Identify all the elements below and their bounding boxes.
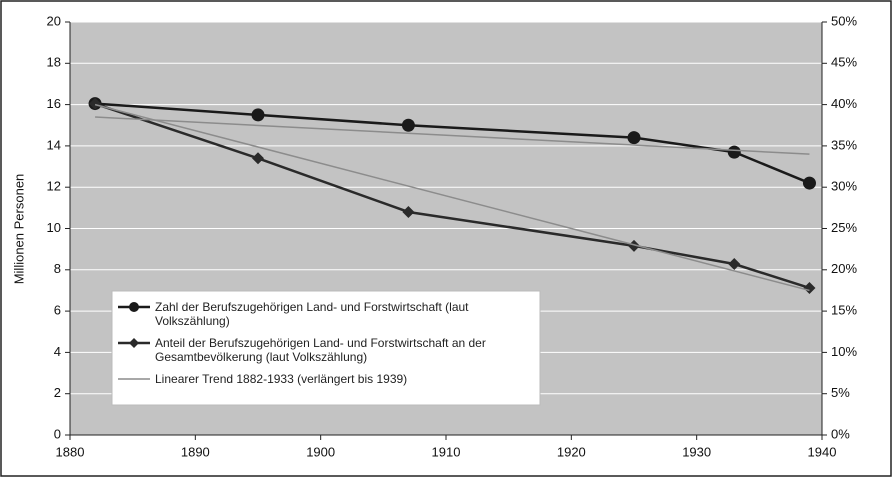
y2-tick-label: 5% xyxy=(831,385,850,400)
marker xyxy=(628,239,640,252)
marker xyxy=(728,258,741,271)
y2-tick-label: 30% xyxy=(831,179,857,194)
y-tick-label: 6 xyxy=(54,303,61,318)
marker xyxy=(402,205,415,218)
marker xyxy=(251,108,265,122)
y-tick-label: 20 xyxy=(47,13,61,28)
y2-tick-label: 35% xyxy=(831,137,857,152)
legend-marker xyxy=(129,338,139,348)
legend-label: Zahl der Berufszugehörigen Land- und For… xyxy=(155,300,469,328)
y2-tick-label: 25% xyxy=(831,220,857,235)
y-tick-label: 0 xyxy=(54,426,61,441)
y2-tick-label: 0% xyxy=(831,426,850,441)
legend-label: Anteil der Berufszugehörigen Land- und F… xyxy=(155,336,486,364)
y-tick-label: 2 xyxy=(54,385,61,400)
x-tick-label: 1930 xyxy=(682,444,711,459)
y-tick-label: 8 xyxy=(54,261,61,276)
marker xyxy=(401,118,415,132)
x-tick-label: 1910 xyxy=(432,444,461,459)
marker xyxy=(803,281,816,294)
y-tick-label: 4 xyxy=(54,344,61,359)
y-tick-label: 14 xyxy=(47,137,61,152)
y2-tick-label: 20% xyxy=(831,261,857,276)
series-line xyxy=(94,102,810,185)
marker xyxy=(89,97,102,110)
legend-marker xyxy=(129,302,139,312)
marker xyxy=(627,131,641,145)
y2-tick-label: 10% xyxy=(831,344,857,359)
legend-label: Linearer Trend 1882-1933 (verlängert bis… xyxy=(155,372,408,386)
y2-tick-label: 50% xyxy=(831,13,857,28)
y2-tick-label: 40% xyxy=(831,96,857,111)
legend-box xyxy=(111,290,541,406)
series-line xyxy=(94,103,810,292)
y-tick-label: 18 xyxy=(47,55,61,70)
marker xyxy=(802,176,816,190)
y-axis-label: Millionen Personen xyxy=(11,174,26,285)
y-tick-label: 12 xyxy=(47,179,61,194)
y-tick-label: 16 xyxy=(47,96,61,111)
x-tick-label: 1900 xyxy=(306,444,335,459)
y2-tick-label: 15% xyxy=(831,303,857,318)
x-tick-label: 1940 xyxy=(808,444,837,459)
x-tick-label: 1920 xyxy=(557,444,586,459)
x-tick-label: 1890 xyxy=(181,444,210,459)
marker xyxy=(252,152,264,165)
y-tick-label: 10 xyxy=(47,220,61,235)
series-line xyxy=(94,102,810,290)
y2-tick-label: 45% xyxy=(831,55,857,70)
series-line xyxy=(95,116,810,155)
x-tick-label: 1880 xyxy=(56,444,85,459)
marker xyxy=(727,145,741,159)
